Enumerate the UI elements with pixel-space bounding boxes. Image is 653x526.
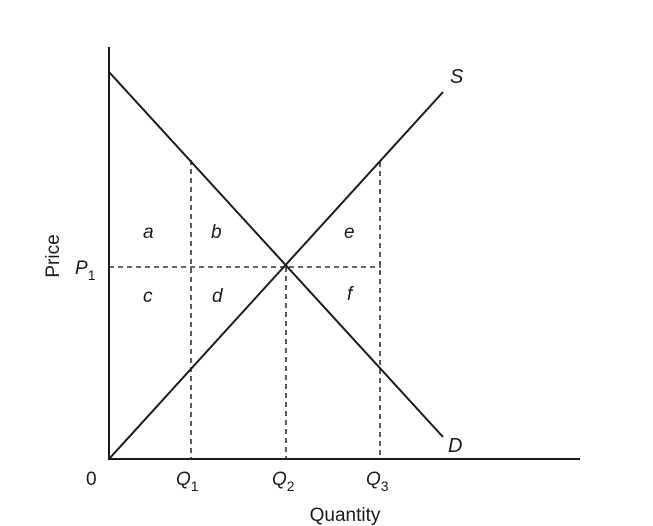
q1-tick-label: Q1 [176,469,199,494]
region-c-label: c [143,286,153,307]
p1-tick-subscript: 1 [88,267,96,283]
x-axis-title: Quantity [310,505,381,526]
region-d-label: d [212,286,224,307]
q1-tick-letter: Q [176,469,191,490]
y-axis-title: Price [43,234,64,277]
q2-tick-subscript: 2 [287,478,295,494]
q2-tick-letter: Q [272,469,287,490]
q3-tick-label: Q3 [366,469,389,494]
region-a-label: a [143,222,154,243]
origin-label: 0 [86,469,97,490]
region-f-label: f [347,284,354,305]
q2-tick-label: Q2 [272,469,295,494]
q3-tick-letter: Q [366,469,381,490]
region-e-label: e [344,222,355,243]
demand-curve-label: D [448,435,462,457]
supply-curve-label: S [450,66,464,88]
p1-tick-label: P1 [75,258,96,283]
q3-tick-subscript: 3 [381,478,389,494]
p1-tick-letter: P [75,258,88,279]
region-b-label: b [211,222,222,243]
supply-curve [108,91,444,460]
q1-tick-subscript: 1 [191,478,199,494]
demand-curve [108,71,444,438]
